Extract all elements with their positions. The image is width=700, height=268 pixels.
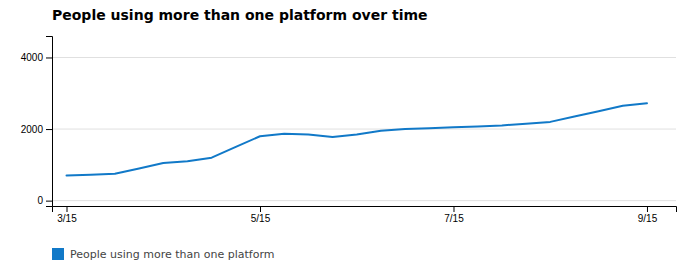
tick-label: 4000 — [21, 52, 44, 63]
tick: 0 — [37, 195, 52, 206]
grid — [52, 57, 676, 200]
tick-label: 9/15 — [638, 213, 658, 224]
chart: 0 2000 4000 3/15 5/15 7/15 9/15 People using mo… — [0, 0, 700, 268]
legend-label: People using more than one platform — [70, 248, 274, 261]
tick-label: 5/15 — [251, 213, 271, 224]
grid-line — [52, 200, 676, 201]
tick-label: 7/15 — [444, 213, 464, 224]
tick-mark — [46, 201, 52, 202]
line — [67, 103, 647, 175]
tick-mark — [647, 206, 648, 212]
grid-line — [52, 57, 676, 58]
legend: People using more than one platform — [52, 248, 274, 261]
grid-line — [52, 129, 676, 130]
title: People using more than one platform over… — [52, 7, 428, 23]
tick-label: 2000 — [21, 124, 44, 135]
axis-line — [46, 37, 53, 207]
tick: 7/15 — [444, 206, 464, 224]
tick-label: 0 — [37, 195, 43, 206]
x-axis: 3/15 5/15 7/15 9/15 — [53, 206, 677, 224]
tick-mark — [67, 206, 68, 212]
tick: 4000 — [21, 52, 52, 63]
legend-item: People using more than one platform — [52, 248, 274, 261]
series-group — [67, 103, 647, 175]
y-axis: 0 2000 4000 — [21, 37, 53, 207]
tick: 2000 — [21, 124, 52, 135]
tick: 3/15 — [57, 206, 77, 224]
tick: 5/15 — [251, 206, 271, 224]
tick-mark — [46, 57, 52, 58]
tick-mark — [46, 129, 52, 130]
legend-swatch — [52, 248, 64, 260]
plot-area: 0 2000 4000 3/15 5/15 7/15 9/15 — [21, 37, 677, 225]
tick-mark — [260, 206, 261, 212]
tick: 9/15 — [638, 206, 658, 224]
axis-line — [53, 207, 677, 213]
tick-mark — [453, 206, 454, 212]
tick-label: 3/15 — [57, 213, 77, 224]
